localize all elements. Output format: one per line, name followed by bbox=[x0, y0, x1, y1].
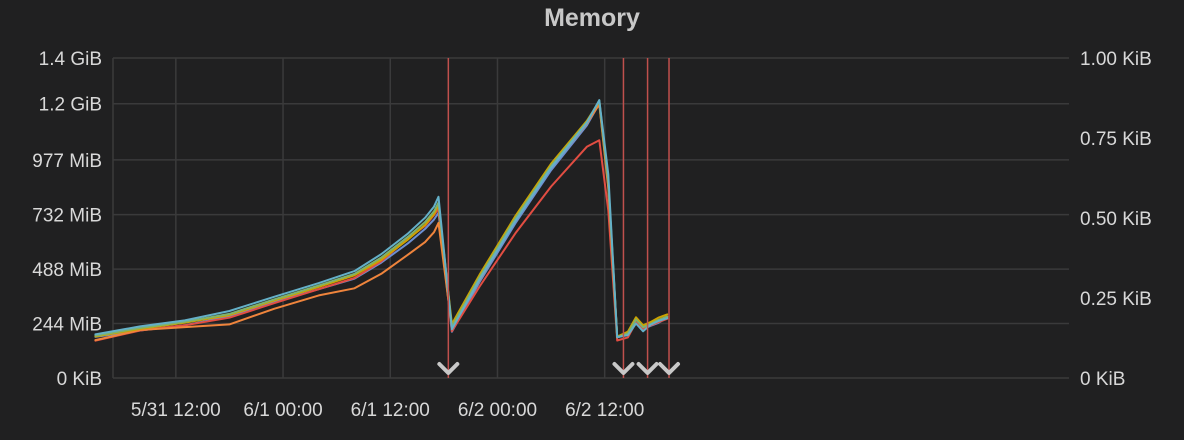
y-left-tick-label: 1.4 GiB bbox=[39, 49, 102, 70]
x-tick-label: 6/1 00:00 bbox=[243, 400, 322, 421]
y-left-tick-label: 488 MiB bbox=[32, 260, 102, 281]
y-left-tick-label: 244 MiB bbox=[32, 315, 102, 336]
annotation-chevron-down-icon bbox=[612, 362, 635, 375]
panel-title[interactable]: Memory bbox=[544, 4, 640, 32]
x-tick-label: 6/1 12:00 bbox=[351, 400, 430, 421]
annotation-chevron-down-icon bbox=[658, 362, 681, 375]
series-line-6 bbox=[94, 99, 669, 339]
x-tick-label: 6/2 12:00 bbox=[565, 400, 644, 421]
x-tick-label: 6/2 00:00 bbox=[458, 400, 537, 421]
y-left-tick-label: 732 MiB bbox=[32, 206, 102, 227]
series-group bbox=[94, 99, 669, 342]
series-line-3 bbox=[94, 103, 669, 342]
annotation-chevron-down-icon bbox=[437, 362, 460, 375]
y-right-tick-label: 0.50 KiB bbox=[1080, 209, 1152, 230]
y-left-tick-label: 0 KiB bbox=[57, 369, 102, 390]
x-tick-label: 5/31 12:00 bbox=[131, 400, 221, 421]
series-line-5 bbox=[94, 99, 669, 339]
series-line-4 bbox=[94, 100, 669, 338]
y-right-tick-label: 0 KiB bbox=[1080, 369, 1125, 390]
y-left-tick-label: 977 MiB bbox=[32, 151, 102, 172]
y-left-tick-label: 1.2 GiB bbox=[39, 95, 102, 116]
y-right-tick-label: 1.00 KiB bbox=[1080, 49, 1152, 70]
y-right-tick-label: 0.25 KiB bbox=[1080, 289, 1152, 310]
series-line-2 bbox=[94, 139, 669, 342]
y-right-tick-label: 0.75 KiB bbox=[1080, 129, 1152, 150]
annotation-chevron-down-icon bbox=[636, 362, 659, 375]
series-line-1 bbox=[94, 102, 669, 339]
